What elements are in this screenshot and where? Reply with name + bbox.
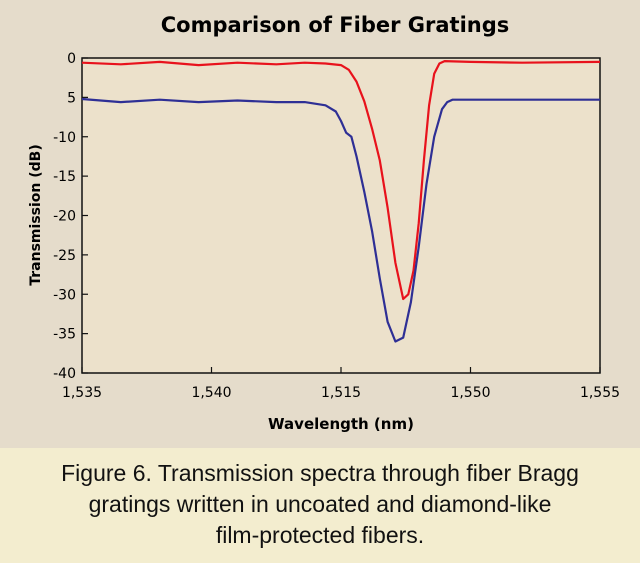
caption-line-3: film-protected fibers. [215, 522, 425, 548]
x-tick-label: 1,535 [62, 385, 102, 401]
y-tick-label: -15 [53, 169, 76, 185]
y-tick-label: -25 [53, 248, 76, 264]
x-axis-label: Wavelength (nm) [268, 415, 414, 433]
chart-title: Comparison of Fiber Gratings [161, 13, 510, 37]
figure-caption: Figure 6. Transmission spectra through f… [0, 448, 640, 563]
x-tick-label: 1,515 [321, 385, 361, 401]
chart-panel: 1,535 1,540 1,515 1,550 1,555 0 5 -10 -15 -20 -25… [28, 13, 621, 433]
y-tick-label: -10 [53, 130, 76, 146]
caption-line-1: Figure 6. Transmission spectra through f… [61, 460, 579, 486]
series-line-2 [81, 97, 600, 343]
y-axis-label: Transmission (dB) [28, 144, 44, 285]
x-tick-label: 1,555 [580, 385, 620, 401]
chart-svg: 1,535 1,540 1,515 1,550 1,555 0 5 -10 -15 -20 -25… [28, 13, 620, 433]
x-tick-label: 1,550 [450, 385, 490, 401]
caption-line-2: gratings written in uncoated and diamond… [88, 491, 552, 517]
y-tick-label: 5 [67, 90, 76, 106]
y-tick-label: -30 [53, 287, 76, 303]
caption-text: Figure 6. Transmission spectra through f… [0, 448, 640, 551]
series-line-1 [81, 60, 601, 301]
y-tick-label: -40 [53, 366, 76, 382]
plot-area [81, 57, 601, 374]
y-tick-label: -35 [53, 327, 76, 343]
x-tick-label: 1,540 [191, 385, 231, 401]
y-tick-label: -20 [53, 209, 76, 225]
y-tick-label: 0 [67, 51, 76, 67]
